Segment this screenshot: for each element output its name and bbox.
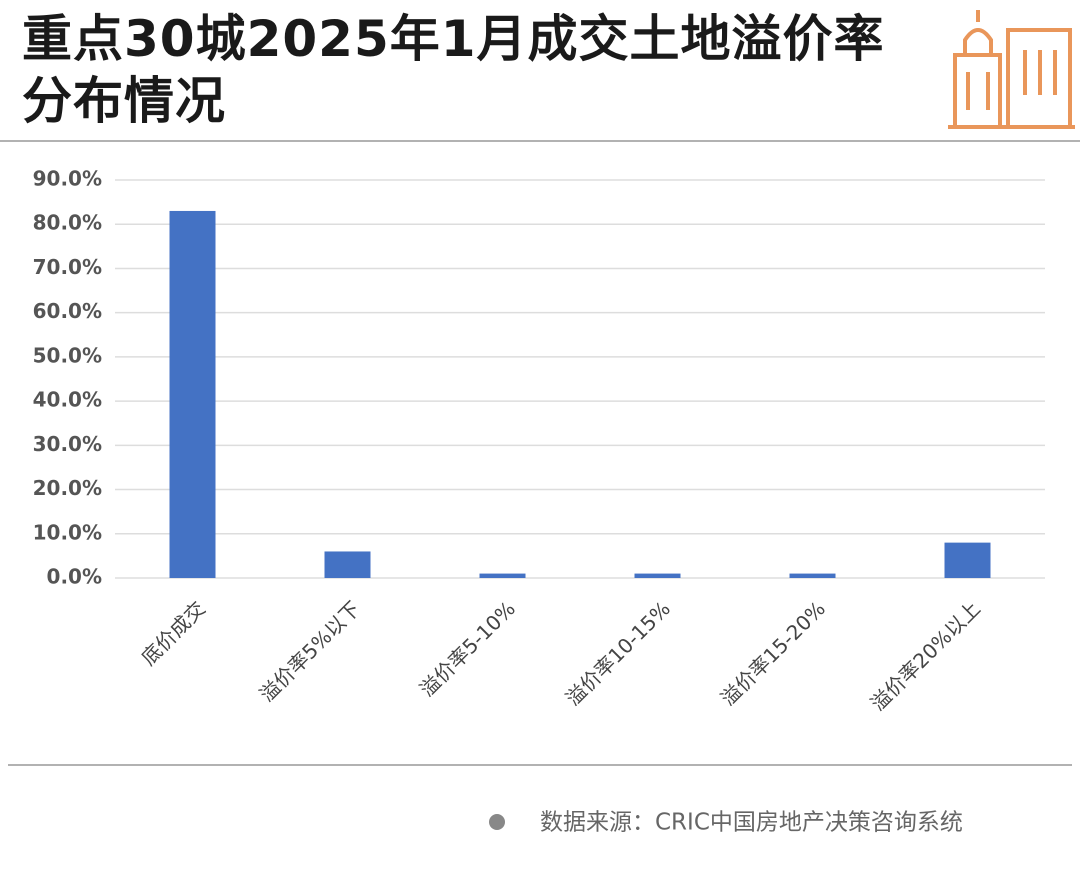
- y-tick-label: 30.0%: [33, 432, 102, 456]
- chart-title: 重点30城2025年1月成交土地溢价率分布情况: [22, 10, 885, 130]
- bar: [789, 573, 836, 578]
- x-tick-label: 溢价率15-20%: [716, 596, 830, 710]
- x-tick-label: 溢价率5%以下: [255, 596, 365, 706]
- bar: [479, 573, 526, 578]
- bar: [634, 573, 681, 578]
- x-tick-label: 溢价率5-10%: [415, 596, 520, 701]
- y-tick-label: 40.0%: [33, 388, 102, 412]
- building-icon: [948, 10, 1075, 129]
- x-tick-label: 溢价率20%以上: [866, 596, 985, 715]
- bar: [944, 542, 991, 578]
- y-tick-label: 70.0%: [33, 255, 102, 279]
- bar: [169, 210, 216, 578]
- y-tick-label: 80.0%: [33, 211, 102, 235]
- y-tick-label: 90.0%: [33, 167, 102, 191]
- source-bullet: [489, 814, 505, 830]
- y-tick-label: 60.0%: [33, 299, 102, 323]
- x-tick-label: 底价成交: [136, 596, 210, 670]
- y-tick-label: 10.0%: [33, 520, 102, 544]
- y-tick-label: 50.0%: [33, 343, 102, 367]
- x-tick-label: 溢价率10-15%: [561, 596, 675, 710]
- y-tick-label: 20.0%: [33, 476, 102, 500]
- bar: [324, 551, 371, 578]
- source: 数据来源：CRIC中国房地产决策咨询系统: [540, 810, 963, 836]
- y-tick-label: 0.0%: [47, 565, 102, 589]
